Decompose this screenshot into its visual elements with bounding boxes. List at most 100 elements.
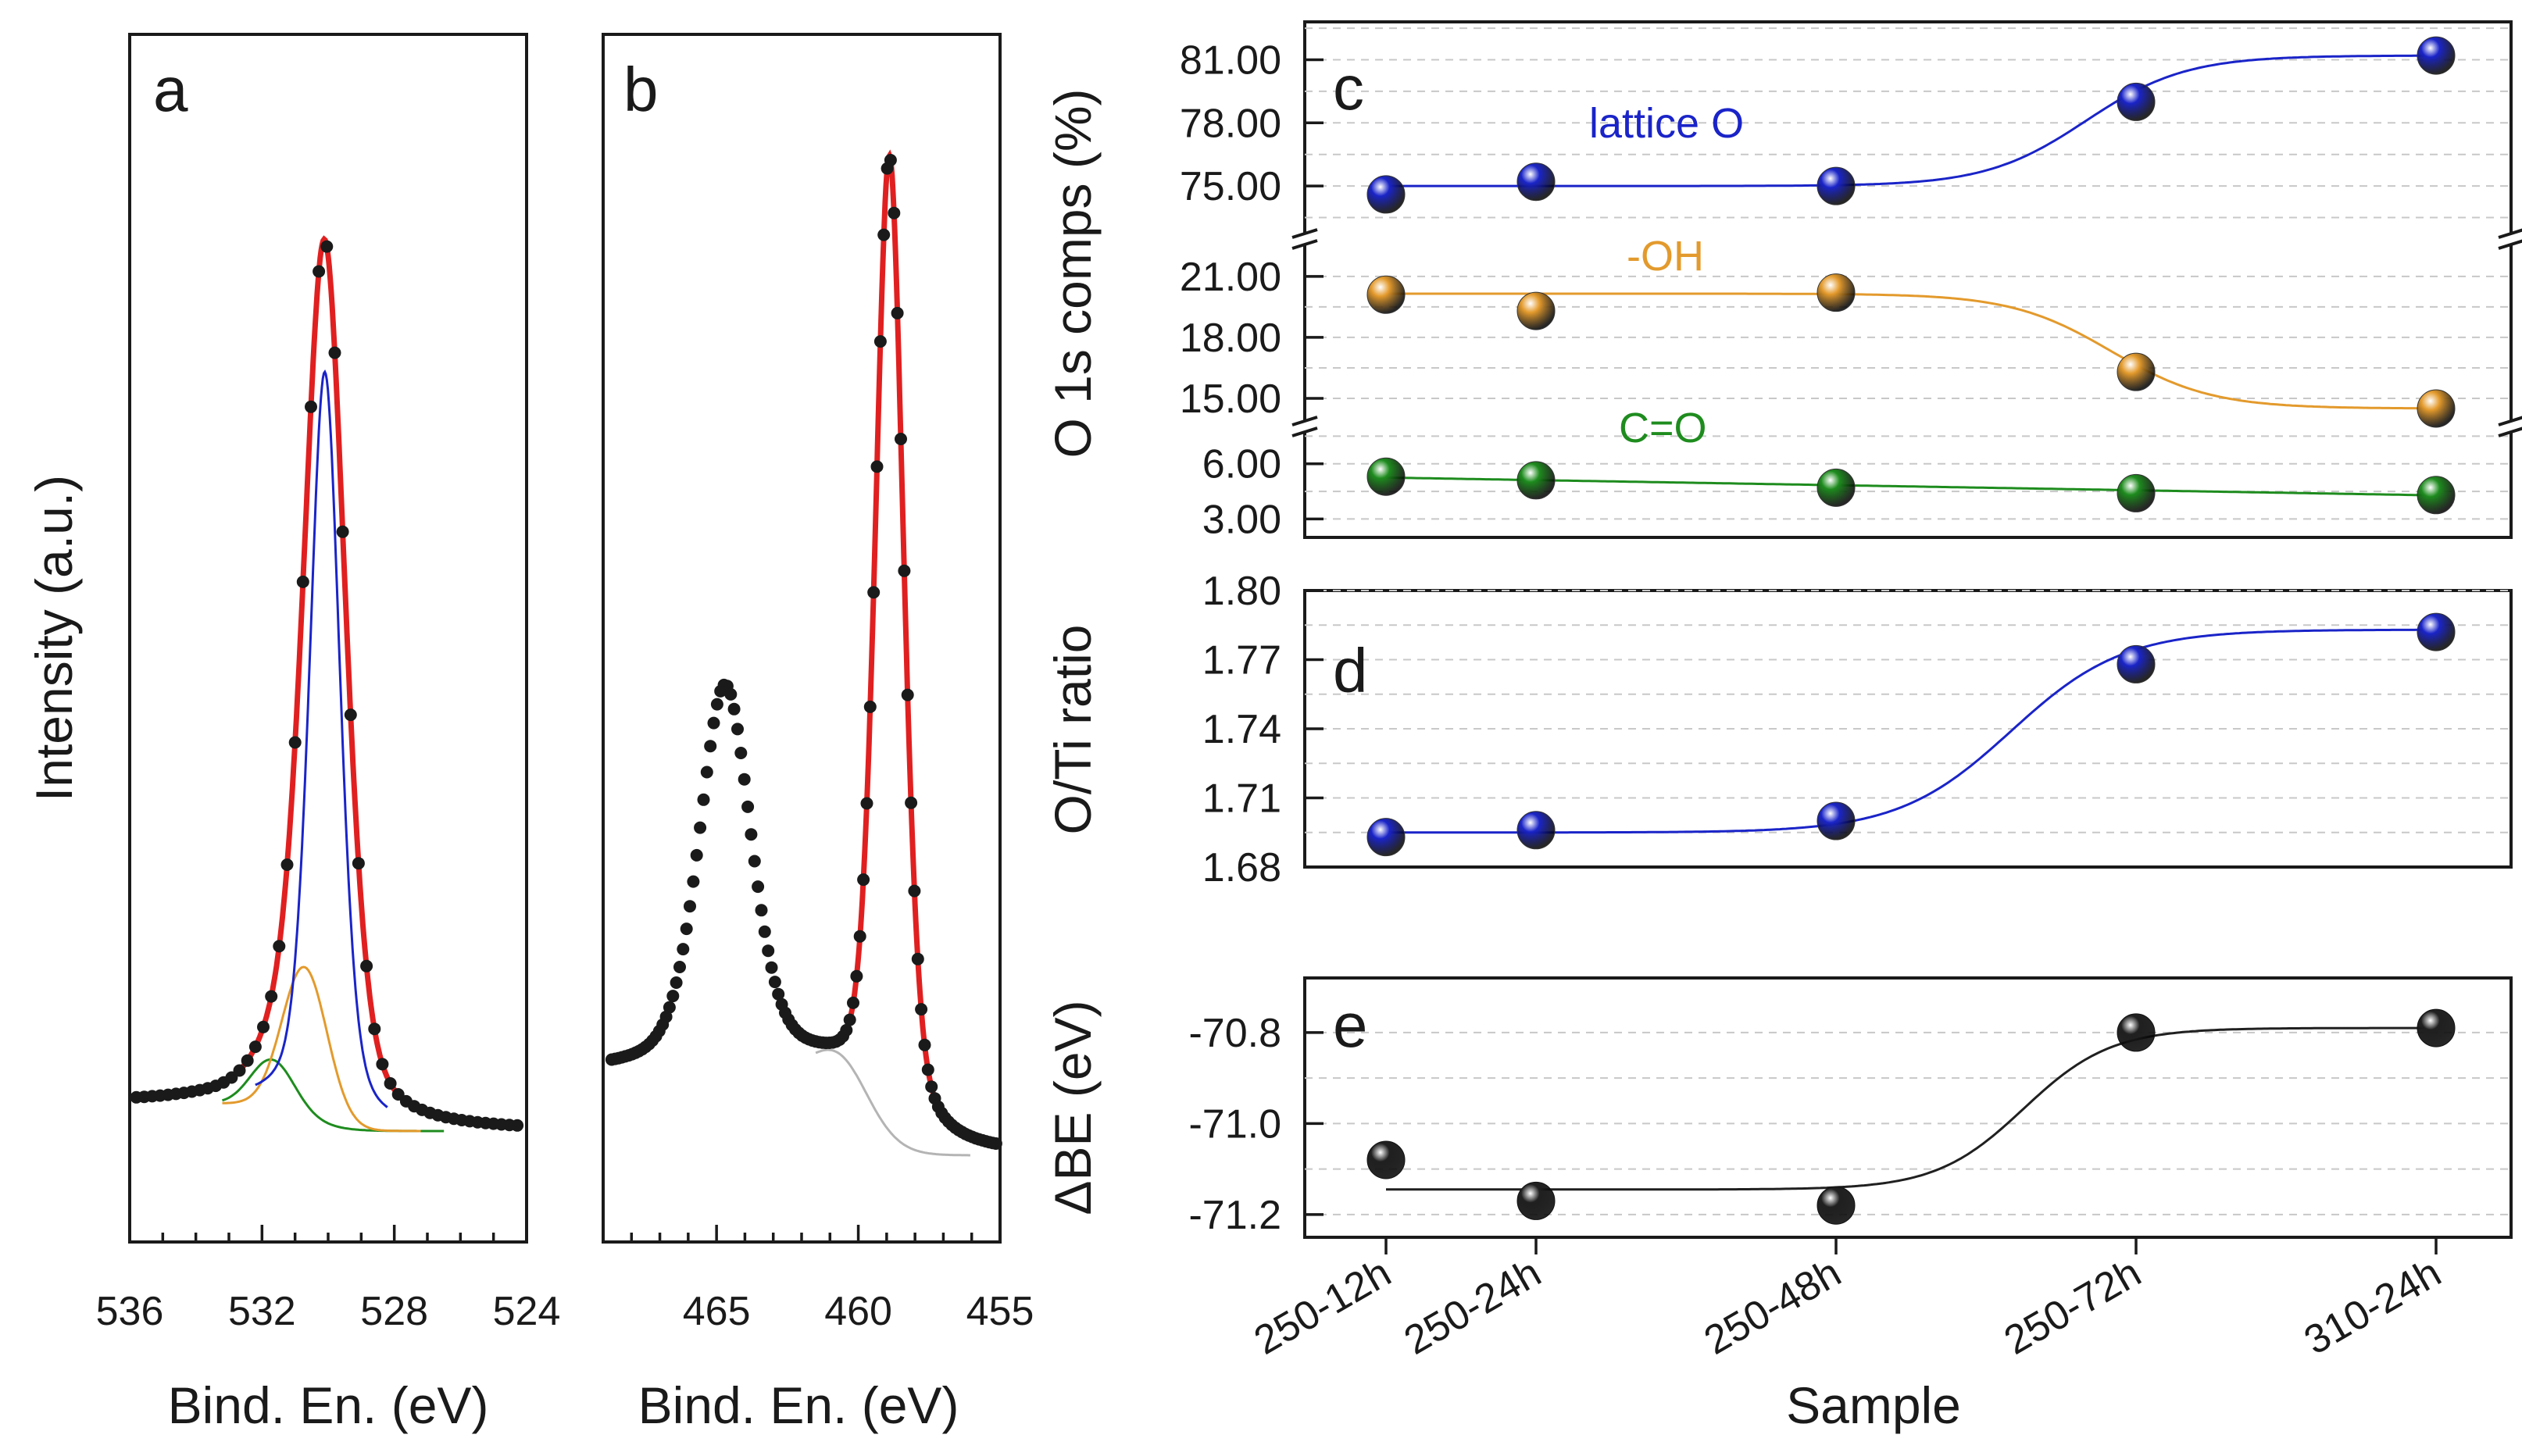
panel-c-fit-curve [1385,476,2437,497]
panel-b-data-point [738,773,751,786]
panel-e-point [2117,1013,2156,1052]
panel-c-y-tick-label: 75.00 [1180,164,1281,209]
panel-a-co-component [222,1058,445,1133]
panel-e: -70.8 -71.0 -71.2 e ΔBE (eV) 250-12h250-24… [1044,976,2513,1434]
panel-c-fit-curve [1386,54,2436,187]
panel-b-data-point [659,1010,673,1023]
panel-a-data-point [273,940,286,953]
panel-b-data-point [731,723,744,736]
panel-b-data-point [745,828,758,841]
panel-e-point [1816,1186,1856,1225]
panel-e-category-label: 250-24h [1397,1250,1549,1364]
panel-e-letter: e [1333,990,1368,1060]
panel-b-letter: b [623,55,659,124]
panel-b-data-point [765,961,778,974]
panel-d: 1.68 1.71 1.74 1.77 1.80 d O/Ti ratio [1044,569,2513,890]
panel-a-data-point [328,346,341,359]
panel-c-point [1816,468,1856,507]
panel-e-frame [1303,976,2513,1239]
panel-c-series-label-lattice: lattice O [1589,100,1744,147]
panel-c-point [1516,291,1556,330]
panel-c-point [2117,473,2156,512]
panel-d-points [1366,612,2456,857]
panel-c-break-mark [2498,426,2522,437]
panel-b-data-point [857,873,870,887]
panel-b-data-point [908,884,921,898]
panel-a-data-point [511,1119,524,1132]
panel-b-data-point [752,880,765,894]
panel-c-y-tick-label: 18.00 [1180,316,1281,361]
panel-b-data-point [663,1001,676,1014]
panel-c-break-mark [2498,239,2522,250]
panel-b-data-point [704,740,717,753]
panel-b-data-point [850,969,863,983]
panel-b-data-point [901,688,914,701]
panel-c-point [2417,476,2456,515]
panel-e-y-tick-label: -71.0 [1188,1101,1281,1147]
panel-b-data-point [921,1063,934,1076]
panel-b-data-point [734,747,748,759]
panel-b-data-point [755,904,768,917]
panel-e-y-tick-label: -70.8 [1188,1011,1281,1056]
panel-d-grid [1305,590,2511,833]
panel-c-fit-curve [1386,292,2436,410]
panel-a-data-point [384,1077,397,1090]
panel-e-category-label: 250-48h [1697,1250,1849,1364]
panel-b-data-point [925,1080,938,1094]
panel-b-data-point [697,793,710,806]
panel-a-data-point [265,990,278,1003]
panel-b-curves [605,149,1002,1157]
panel-b-data-point [727,702,741,716]
panel-b-data-point [680,922,693,936]
panel-b-data-point [853,930,866,943]
panel-a-x-tick-label: 524 [493,1289,561,1334]
panel-d-y-tick-label: 1.68 [1202,845,1281,890]
panel-c-point [2417,36,2456,75]
panel-b-fit [821,149,998,1147]
panel-c-break-mark [2498,416,2522,426]
panel-a-lattice-component [255,369,388,1108]
panel-c-point [2117,82,2156,121]
panel-c-point [2417,389,2456,428]
panel-e-ylabel: ΔBE (eV) [1044,1000,1102,1215]
panel-b-data-point [673,961,686,973]
panel-b-data-point [700,765,713,779]
panel-b-data-point [891,306,904,319]
panel-c-point [1366,457,1406,496]
panel-c-point [1516,162,1556,202]
panel-a-data-point [280,858,294,871]
panel-a-data-point [368,1022,381,1036]
panel-e-category-label: 310-24h [2297,1250,2449,1364]
panel-c-y-tick-label: 81.00 [1180,37,1281,83]
panel-c-y-tick-label: 78.00 [1180,101,1281,146]
panel-c-y-tick-label: 21.00 [1180,255,1281,300]
panel-c-frame [1303,20,2513,539]
panel-a-data-point [233,1064,246,1077]
panel-c-series-label-oh: -OH [1627,233,1704,280]
panel-b-data-point [877,228,891,241]
panel-b-data-point [898,564,911,577]
panel-c-points [1366,36,2456,515]
panel-e-grid [1305,1031,2511,1215]
panel-a-data-point [288,736,302,749]
panel-b-x-tick-label: 460 [824,1289,892,1334]
panel-c-point [1366,275,1406,314]
panel-b-xlabel: Bind. En. (eV) [638,1376,959,1434]
panel-c-series-label-co: C=O [1619,405,1707,451]
panel-b-data-point [687,875,700,888]
panel-b-data-point [748,855,761,868]
panel-c-grid [1305,27,2511,520]
panel-d-fit-curve [1386,628,2436,834]
panel-a-data-point [360,959,373,972]
panel-d-point [2417,612,2456,651]
panel-e-xlabel: Sample [1786,1376,1961,1434]
panel-b-data-point [884,154,897,166]
panel-a-letter: a [153,55,188,124]
panel-e-point [2417,1008,2456,1047]
panel-b-data-point [870,460,884,473]
panel-b-data-point [707,716,720,730]
panel-a-x-tick-label: 536 [96,1289,164,1334]
panel-a-data-point [336,525,349,538]
panel-c-ylabel: O 1s comps (%) [1044,88,1102,458]
